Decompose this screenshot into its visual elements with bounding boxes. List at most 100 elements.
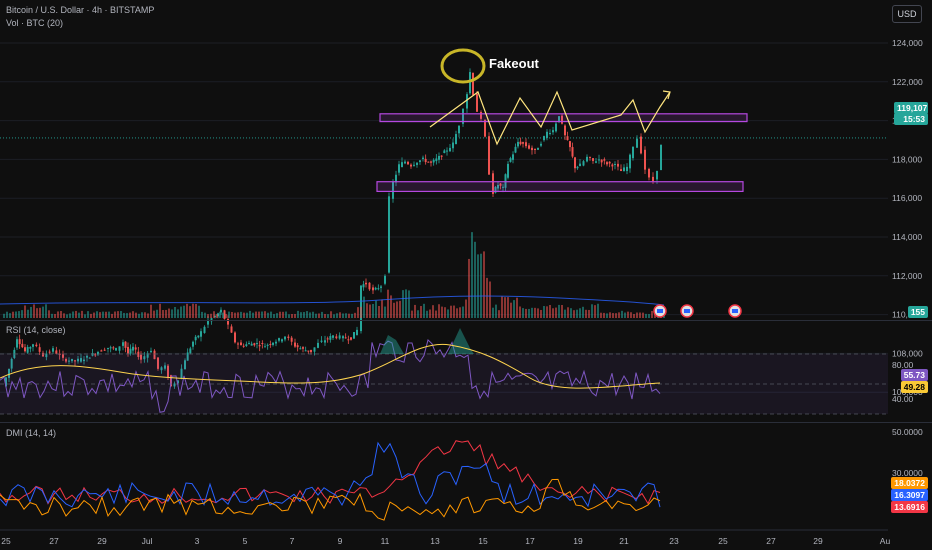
candle-body — [497, 184, 499, 189]
volume-bar — [363, 296, 365, 318]
last-price-badge: 119,107 — [894, 102, 928, 114]
time-tick-label: Jul — [142, 536, 153, 546]
candle-body — [398, 164, 400, 173]
volume-bar — [228, 311, 230, 318]
candle-body — [10, 358, 13, 369]
candle-body — [129, 348, 132, 354]
volume-bar — [633, 313, 635, 318]
dmi-adx-line — [0, 440, 661, 505]
volume-bar — [198, 305, 200, 318]
volume-bar — [426, 310, 428, 318]
dmi-orange-badge: 18.0372 — [891, 477, 928, 489]
volume-bar — [174, 307, 176, 318]
time-tick-label: 29 — [813, 536, 823, 546]
candle-body — [264, 346, 266, 348]
volume-bar — [585, 309, 587, 318]
candle-body — [368, 282, 371, 290]
volume-bar — [234, 312, 236, 318]
volume-bar — [396, 301, 398, 318]
candle-body — [332, 335, 334, 338]
volume-bar — [609, 312, 611, 318]
currency-button[interactable]: USD — [892, 5, 922, 23]
price-tick-label: 108,000 — [892, 348, 923, 358]
candle-body — [564, 125, 566, 136]
volume-bar — [534, 307, 536, 318]
candle-body — [164, 365, 166, 369]
volume-bar — [201, 311, 203, 318]
time-tick-label: 7 — [290, 536, 295, 546]
volume-bar — [39, 307, 41, 318]
candle-body — [344, 337, 347, 339]
candle-body — [194, 336, 197, 341]
volume-bar — [381, 299, 383, 318]
volume-bar — [288, 314, 290, 318]
candle-body — [522, 142, 524, 144]
candle-body — [598, 159, 600, 161]
volume-bar — [222, 312, 224, 318]
candle-body — [422, 157, 424, 160]
candle-body — [430, 161, 432, 163]
candle-body — [115, 348, 117, 351]
volume-bar — [72, 311, 74, 318]
volume-bar — [651, 310, 653, 318]
candle-body — [157, 357, 159, 369]
volume-bar — [276, 313, 278, 318]
volume-indicator-label[interactable]: Vol · BTC (20) — [6, 18, 64, 28]
candle-body — [384, 275, 386, 284]
volume-bar — [30, 306, 32, 318]
volume-bar — [300, 312, 302, 318]
dmi-label[interactable]: DMI (14, 14) — [6, 428, 57, 438]
candle-body — [514, 146, 517, 153]
candle-body — [269, 343, 272, 345]
volume-bar — [252, 312, 254, 318]
candle-body — [531, 147, 533, 151]
volume-bar — [573, 310, 575, 318]
pane-separator[interactable] — [0, 320, 932, 321]
candle-body — [416, 162, 418, 165]
candle-body — [462, 108, 464, 124]
candle-body — [91, 353, 94, 356]
candle-body — [253, 343, 256, 346]
candle-body — [507, 163, 509, 178]
candle-body — [272, 342, 274, 345]
candle-body — [519, 141, 522, 145]
dmi-red-badge: 13.6916 — [891, 501, 928, 513]
rsi-label[interactable]: RSI (14, close) — [6, 325, 66, 335]
candle-body — [424, 158, 427, 163]
volume-badge: 155 — [907, 306, 928, 318]
symbol-title[interactable]: Bitcoin / U.S. Dollar · 4h · BITSTAMP — [6, 5, 155, 15]
volume-bar — [102, 311, 104, 318]
volume-bar — [33, 304, 35, 318]
candle-body — [146, 353, 149, 358]
volume-bar — [159, 303, 161, 318]
volume-bar — [333, 314, 335, 318]
volume-bar — [528, 308, 530, 318]
candle-body — [24, 347, 26, 352]
candle-body — [374, 287, 377, 290]
candle-body — [45, 353, 48, 358]
economic-event-icon — [653, 304, 667, 318]
volume-bar — [420, 306, 422, 318]
candle-body — [446, 150, 448, 152]
candle-body — [410, 164, 412, 167]
price-tick-label: 118,000 — [892, 154, 922, 164]
candle-body — [167, 365, 169, 378]
candle-body — [240, 342, 242, 346]
time-tick-label: 11 — [381, 536, 390, 546]
candle-body — [21, 343, 24, 348]
candle-body — [443, 150, 446, 154]
volume-bar — [90, 313, 92, 318]
volume-bar — [336, 313, 338, 318]
volume-bar — [18, 311, 20, 318]
candle-body — [356, 329, 358, 336]
volume-bar — [282, 311, 284, 318]
candle-body — [189, 348, 192, 354]
volume-bar — [639, 312, 641, 318]
volume-bar — [231, 312, 233, 318]
pane-separator[interactable] — [0, 422, 932, 423]
volume-bar — [411, 310, 413, 318]
volume-bar — [147, 313, 149, 318]
candle-body — [71, 358, 73, 362]
candle-body — [261, 342, 264, 345]
